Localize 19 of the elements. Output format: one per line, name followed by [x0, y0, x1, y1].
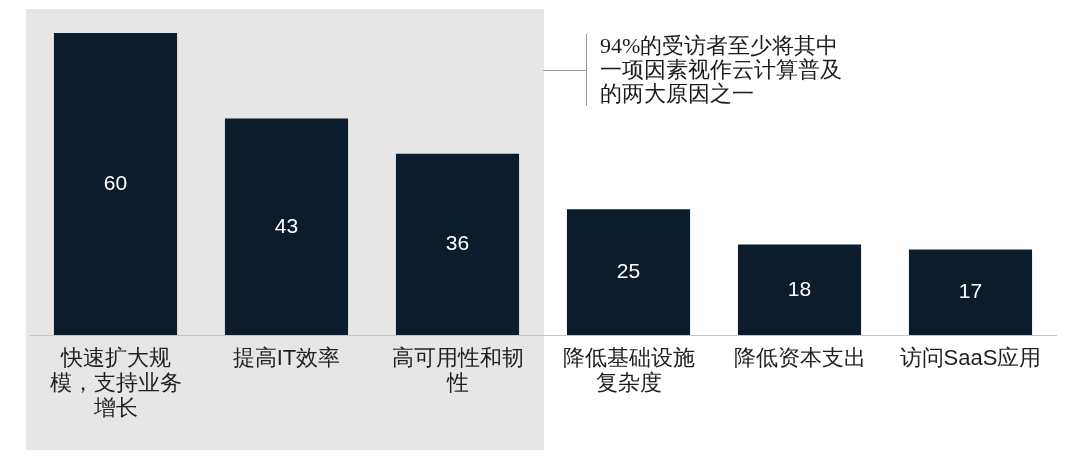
x-tick-label: 提高IT效率: [232, 345, 341, 371]
x-tick-label: 访问SaaS应用: [899, 345, 1042, 371]
bar: [737, 244, 862, 336]
bar: [53, 33, 178, 336]
x-tick-label: 降低基础设施复杂度: [562, 345, 695, 396]
bar: [395, 153, 520, 336]
bar: [908, 249, 1033, 336]
bar: [566, 209, 691, 336]
data-label: 36: [445, 231, 470, 255]
data-label: 18: [787, 276, 812, 300]
x-tick-label: 快速扩大规模，支持业务增长: [49, 345, 182, 420]
data-label: 17: [958, 279, 983, 303]
bar: [224, 118, 349, 336]
x-tick-label: 降低资本支出: [733, 345, 866, 371]
band-label: 94%的受访者至少将其中一项因素视作云计算普及的两大原因之一: [599, 33, 843, 106]
data-label: 43: [274, 213, 299, 237]
x-tick-label: 高可用性和韧性: [391, 345, 524, 396]
data-label: 25: [616, 258, 641, 282]
data-label: 60: [103, 170, 128, 194]
